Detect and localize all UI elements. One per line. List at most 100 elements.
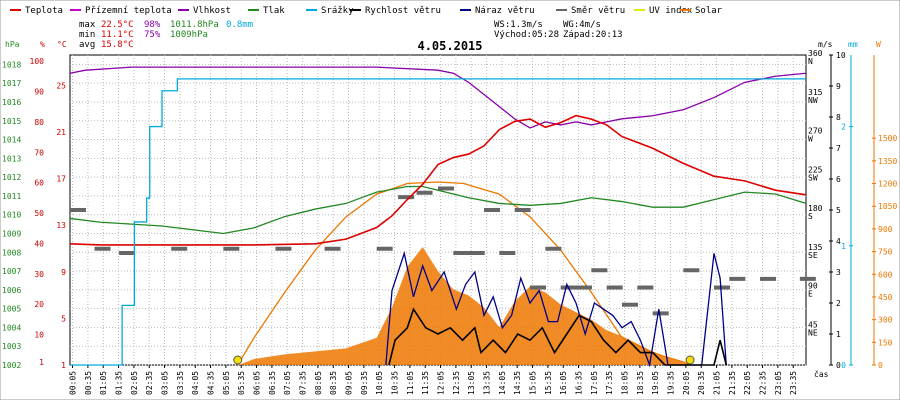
temperature-tick-label: 1: [61, 361, 66, 370]
legend-label: Vlhkost: [193, 6, 231, 16]
wind-tick-label: 5: [836, 206, 841, 215]
x-tick-label: 04:05: [191, 371, 200, 395]
legend: Teplota Přízemní teplota Vlhkost Tlak Srážky…: [10, 6, 723, 16]
x-tick-label: 22:35: [759, 371, 768, 395]
legend-label: Přízemní teplota: [85, 6, 172, 16]
x-tick-label: 04:35: [207, 371, 216, 395]
legend-label: Rychlost větru: [365, 6, 441, 16]
stat-max-hum: 98%: [144, 20, 161, 30]
unit-rain: mm: [848, 40, 858, 49]
temperature-tick-label: 5: [61, 314, 66, 323]
humidity-tick-label: 40: [34, 239, 44, 248]
x-tick-label: 15:05: [529, 371, 538, 395]
wind-tick-label: 2: [836, 299, 841, 308]
unit-humidity: %: [40, 40, 45, 49]
humidity-tick-label: 60: [34, 179, 44, 188]
wind-tick-label: 4: [836, 237, 841, 246]
solar-area: [238, 247, 690, 365]
humidity-tick-label: 50: [34, 209, 44, 218]
legend-label: Tlak: [263, 6, 285, 16]
series-layer: [69, 66, 816, 368]
x-tick-label: 12:35: [452, 371, 461, 395]
humidity-tick-label: 70: [34, 148, 44, 157]
x-tick-label: 18:35: [636, 371, 645, 395]
wind-tick-label: 0: [836, 361, 841, 370]
solar-tick-label: 0: [878, 361, 883, 370]
x-tick-label: 13:05: [467, 371, 476, 395]
wind-tick-label: 3: [836, 268, 841, 277]
x-tick-label: 11:35: [421, 371, 430, 395]
pressure-tick-label: 1003: [2, 342, 21, 351]
pressure-tick-label: 1004: [2, 323, 21, 332]
unit-solar: W: [876, 40, 881, 49]
stat-min-label: min: [79, 30, 95, 40]
wind-ws: WS:1.3m/s: [494, 20, 543, 30]
temperature-line: [69, 114, 807, 246]
x-tick-label: 20:35: [697, 371, 706, 395]
legend-label: UV index: [649, 6, 693, 16]
x-tick-label: 05:35: [237, 371, 246, 395]
solar-tick-label: 1500: [878, 134, 897, 143]
legend-label: Srážky: [321, 6, 354, 16]
x-tick-label: 17:35: [605, 371, 614, 395]
direction-tick-label: 225: [808, 165, 823, 174]
stat-avg-label: avg: [79, 40, 95, 50]
direction-tick-label: 180: [808, 204, 823, 213]
direction-tick-label: 90: [808, 282, 818, 291]
unit-wind: m/s: [818, 40, 833, 49]
x-tick-label: 07:35: [299, 371, 308, 395]
sunrise-marker: [233, 355, 243, 365]
solar-tick-label: 300: [878, 316, 893, 325]
x-tick-label: 12:05: [437, 371, 446, 395]
wind-speed-line: [388, 307, 728, 366]
pressure-tick-label: 1013: [2, 154, 21, 163]
humidity-tick-label: 90: [34, 87, 44, 96]
x-tick-label: 05:05: [222, 371, 231, 395]
stat-max-label: max: [79, 20, 96, 30]
x-tick-label: 19:35: [667, 371, 676, 395]
stat-max-press: 1011.8hPa: [170, 20, 219, 30]
stat-min-hum: 75%: [144, 30, 161, 40]
axes: 00:05 00:35 01:05 01:35 02:05 02:35 03:05 03:35…: [2, 49, 897, 395]
x-tick-label: 00:05: [69, 371, 78, 395]
humidity-tick-label: 1: [39, 358, 44, 367]
pressure-tick-label: 1014: [2, 136, 21, 145]
direction-tick-label: 315: [808, 88, 823, 97]
unit-pressure: hPa: [5, 40, 20, 49]
humidity-tick-label: 100: [30, 57, 45, 66]
x-tick-label: 03:35: [176, 371, 185, 395]
stat-min-temp: 11.1°C: [101, 30, 134, 40]
pressure-tick-label: 1015: [2, 117, 21, 126]
solar-tick-label: 600: [878, 270, 893, 279]
x-tick-label: 11:05: [406, 371, 415, 395]
x-tick-label: 13:35: [483, 371, 492, 395]
direction-tick-label: 360: [808, 49, 823, 58]
direction-tick-label: NE: [808, 328, 818, 337]
stat-min-press: 1009hPa: [170, 30, 208, 40]
pressure-line: [69, 185, 807, 235]
direction-tick-label: 270: [808, 127, 823, 136]
x-tick-label: 01:05: [99, 371, 108, 395]
humidity-tick-label: 30: [34, 270, 44, 279]
x-tick-label: 03:05: [161, 371, 170, 395]
x-axis-label: čas: [814, 369, 829, 379]
legend-label: Teplota: [25, 6, 63, 16]
x-tick-label: 01:35: [115, 371, 124, 395]
x-tick-label: 21:05: [713, 371, 722, 395]
direction-tick-label: 135: [808, 243, 823, 252]
pressure-tick-label: 1018: [2, 60, 21, 69]
solar-tick-label: 1350: [878, 157, 897, 166]
stat-max-temp: 22.5°C: [101, 20, 134, 30]
pressure-tick-label: 1002: [2, 361, 21, 370]
x-tick-label: 15:35: [544, 371, 553, 395]
direction-tick-label: 45: [808, 320, 818, 329]
temperature-tick-label: 25: [56, 81, 66, 90]
humidity-tick-label: 80: [34, 118, 44, 127]
pressure-tick-label: 1005: [2, 305, 21, 314]
x-tick-label: 08:35: [329, 371, 338, 395]
temperature-tick-label: 13: [56, 221, 66, 230]
pressure-tick-label: 1011: [2, 192, 21, 201]
rain-tick-label: 2: [841, 123, 846, 132]
direction-tick-label: SE: [808, 251, 818, 260]
